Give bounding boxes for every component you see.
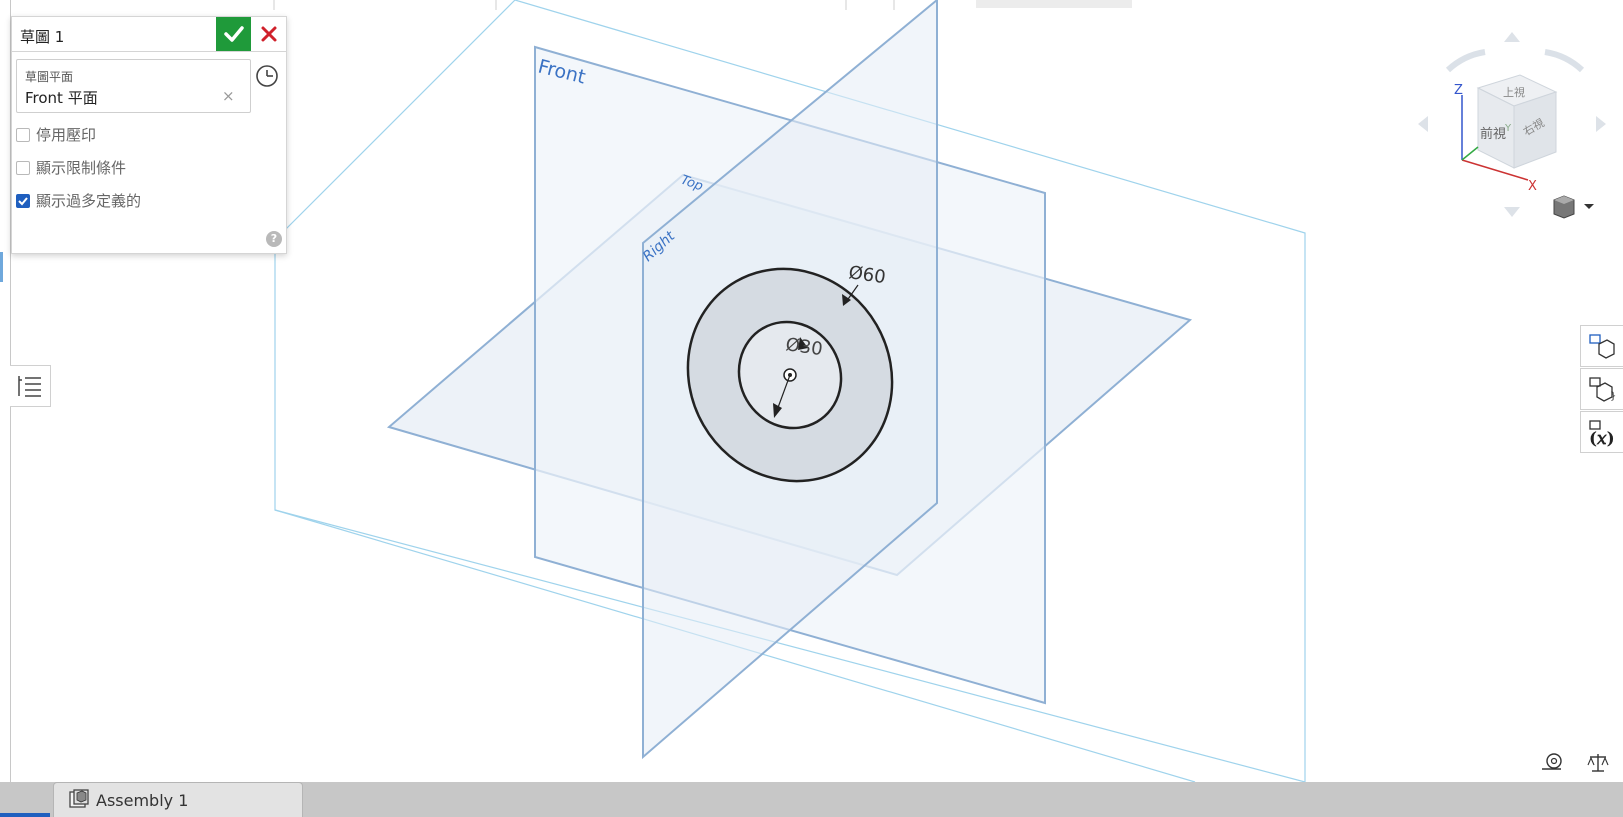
axis-x-label: X xyxy=(1528,179,1537,194)
tab-assembly-1[interactable]: Assembly 1 xyxy=(53,782,303,817)
top-plane-label: Top xyxy=(679,173,705,195)
custom-features-button[interactable]: (𝑥) xyxy=(1580,411,1623,453)
disable-imprinting-checkbox[interactable] xyxy=(16,127,30,142)
checkbox-check-icon xyxy=(18,196,28,205)
tape-measure-icon xyxy=(1542,753,1562,770)
option-label: 顯示過多定義的 xyxy=(36,192,142,210)
active-indicator xyxy=(0,813,50,817)
help-icon[interactable]: ? xyxy=(266,231,282,247)
show-constraints-checkbox[interactable] xyxy=(16,160,30,175)
mass-properties-button[interactable] xyxy=(1587,752,1609,778)
right-tool-panel: } (𝑥) xyxy=(1580,325,1623,454)
svg-text:(𝑥): (𝑥) xyxy=(1589,429,1615,449)
document-tab-bar: Assembly 1 xyxy=(0,782,1623,817)
variables-icon: } xyxy=(1589,377,1616,402)
tab-label: Assembly 1 xyxy=(96,791,189,810)
option-label: 顯示限制條件 xyxy=(36,159,127,177)
sketch-plane-label: 草圖平面 xyxy=(25,70,74,84)
option-show-overdefined[interactable]: 顯示過多定義的 xyxy=(16,190,141,211)
inner-dimension[interactable]: Ø30 xyxy=(784,334,824,360)
feature-list-toggle-button[interactable] xyxy=(10,365,51,407)
clear-selection-icon[interactable]: × xyxy=(222,87,235,105)
viewport-canvas[interactable]: Front Top Right Ø60 Ø30 上視 前視 右視 xyxy=(0,0,1623,782)
option-show-constraints[interactable]: 顯示限制條件 xyxy=(16,157,126,178)
configurations-button[interactable] xyxy=(1580,325,1623,367)
close-icon xyxy=(261,26,277,42)
option-label: 停用壓印 xyxy=(36,126,97,144)
function-icon: (𝑥) xyxy=(1589,420,1615,449)
cancel-button[interactable] xyxy=(254,17,284,51)
axis-z-label: Z xyxy=(1454,83,1463,98)
view-cube[interactable]: 上視 前視 右視 Z X Y xyxy=(1418,32,1606,217)
assembly-icon xyxy=(68,789,90,815)
variables-button[interactable]: } xyxy=(1580,368,1623,410)
svg-text:}: } xyxy=(1610,391,1616,402)
clock-icon xyxy=(256,65,278,87)
measure-tool-button[interactable] xyxy=(1540,752,1564,778)
graphics-viewport[interactable]: Front Top Right Ø60 Ø30 上視 前視 右視 xyxy=(0,0,1623,782)
history-button[interactable] xyxy=(254,63,280,89)
sketch-plane-field[interactable]: 草圖平面 Front 平面 × xyxy=(16,59,251,113)
view-cube-top-face[interactable]: 上視 xyxy=(1503,85,1525,99)
view-cube-front-face[interactable]: 前視 xyxy=(1480,126,1506,142)
configurations-icon xyxy=(1589,334,1615,359)
top-plane-outline xyxy=(274,0,1306,782)
outer-dimension[interactable]: Ø60 xyxy=(847,262,887,288)
list-icon xyxy=(18,376,41,397)
left-panel-indicator xyxy=(0,252,3,282)
top-toolbar-remnant xyxy=(0,0,1623,10)
cube-dropdown-icon xyxy=(1553,195,1594,219)
sketch-feature-dialog: 草圖 1 草圖平面 Front 平面 × 停用壓印 顯示限制條件 xyxy=(11,16,287,254)
sketch-plane-value[interactable]: Front 平面 xyxy=(25,89,98,107)
sketch-dialog-header: 草圖 1 xyxy=(12,17,286,52)
axis-y-label: Y xyxy=(1504,123,1512,134)
accept-button[interactable] xyxy=(216,17,251,51)
show-overdefined-checkbox[interactable] xyxy=(16,193,30,208)
sketch-name[interactable]: 草圖 1 xyxy=(20,28,65,46)
option-disable-imprinting[interactable]: 停用壓印 xyxy=(16,124,96,145)
view-options-dropdown[interactable] xyxy=(1551,194,1599,224)
checkmark-icon xyxy=(224,26,244,42)
balance-scale-icon xyxy=(1587,754,1609,772)
